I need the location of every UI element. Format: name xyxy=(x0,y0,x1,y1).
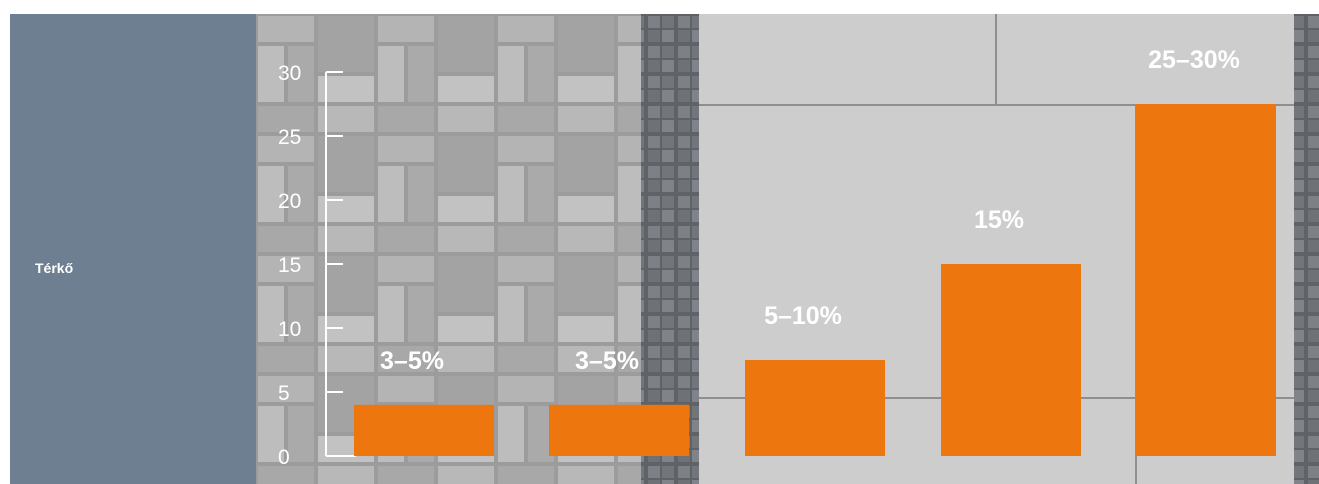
y-tick-label: 20 xyxy=(278,190,301,213)
bar-value-label: 5–10% xyxy=(764,302,842,330)
bar-value-label: 15% xyxy=(974,206,1024,234)
bar xyxy=(354,404,494,456)
bar xyxy=(941,264,1081,456)
y-tick-label: 25 xyxy=(278,126,301,149)
bar-value-label: 25–30% xyxy=(1148,46,1240,74)
bars-group xyxy=(354,104,1276,456)
category-label: Térkő xyxy=(35,260,74,276)
y-axis: 0 5 10 15 20 25 30 xyxy=(278,62,356,469)
y-tick-label: 10 xyxy=(278,318,301,341)
bar xyxy=(549,404,689,456)
category-sidebar: Térkő xyxy=(10,14,256,484)
bar-value-label: 3–5% xyxy=(380,347,444,375)
bar xyxy=(1136,104,1276,456)
bar-chart: 0 5 10 15 20 25 30 3–5% 3–5% 5–10% 15% 25–30% xyxy=(256,14,1319,484)
cobblestone-strip-right xyxy=(1294,14,1319,484)
y-tick-label: 30 xyxy=(278,62,301,85)
bar-value-label: 3–5% xyxy=(575,347,639,375)
y-tick-label: 15 xyxy=(278,254,301,277)
paving-background: 0 5 10 15 20 25 30 3–5% 3–5% 5–10% 15% 25–30% xyxy=(256,14,1319,484)
y-tick-label: 5 xyxy=(278,382,290,405)
y-tick-label: 0 xyxy=(278,446,290,469)
data-labels-group: 3–5% 3–5% 5–10% 15% 25–30% xyxy=(380,46,1240,375)
bar xyxy=(745,360,885,456)
